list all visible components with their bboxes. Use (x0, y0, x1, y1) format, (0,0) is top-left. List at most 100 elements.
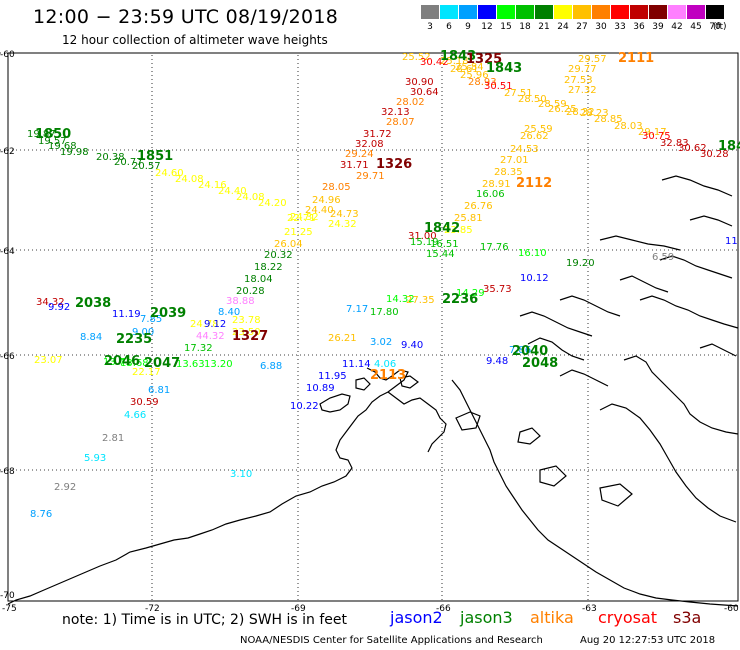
wave-height-value: 28.07 (386, 117, 415, 128)
wave-height-value: 22.17 (132, 367, 161, 378)
wave-height-value: 13.71 (103, 357, 132, 368)
pass-time-label: 2236 (442, 292, 479, 307)
wave-height-value: 17.76 (480, 242, 509, 253)
wave-height-value: 31.71 (340, 160, 369, 171)
legend-label: 36 (633, 22, 645, 32)
pass-time-label: 1325 (466, 52, 503, 67)
wave-height-value: 18.04 (244, 274, 273, 285)
coastline (7, 175, 739, 607)
wave-height-value: 32.08 (355, 139, 384, 150)
wave-height-value: 34.32 (36, 297, 65, 308)
wave-height-value: 26.76 (464, 201, 493, 212)
satellite-legend-item: jason3 (460, 608, 513, 627)
map-frame (7, 52, 739, 602)
wave-height-value: 27.35 (406, 295, 435, 306)
wave-height-value: 23.50 (232, 327, 261, 338)
longitude-label: -63 (582, 604, 597, 614)
wave-height-value: 30.64 (410, 87, 439, 98)
wave-height-value: 2.92 (54, 482, 77, 493)
wave-height-value: 15.19 (410, 237, 439, 248)
wave-height-value: 9.12 (204, 319, 227, 330)
latitude-label: -60 (0, 50, 15, 60)
pass-time-label: 2112 (516, 176, 553, 191)
wave-height-value: 29.57 (578, 54, 607, 65)
pass-time-label: 2046 (104, 354, 141, 369)
legend-label: 12 (481, 22, 493, 32)
wave-height-value: 28.35 (494, 167, 523, 178)
wave-height-value: 25.18 (440, 56, 469, 67)
wave-height-value: 29.77 (568, 64, 597, 75)
wave-height-value: 10.12 (520, 273, 549, 284)
legend-label: 21 (538, 22, 550, 32)
legend-swatch (535, 5, 553, 19)
wave-height-value: 15.44 (426, 249, 455, 260)
wave-height-value: 27.01 (500, 155, 529, 166)
page-title: 12:00 − 23:59 UTC 08/19/2018 (33, 6, 339, 28)
wave-height-value: 8.84 (80, 332, 103, 343)
wave-height-value: 23.78 (232, 315, 261, 326)
pass-time-label: 1842 (424, 221, 461, 236)
wave-height-value: 19.57 (38, 136, 67, 147)
wave-height-value: 7.86 (509, 345, 532, 356)
wave-height-value: 24.53 (510, 144, 539, 155)
wave-height-value: 11.95 (318, 371, 347, 382)
wave-height-value: 13.63 (176, 359, 205, 370)
wave-height-value: 24.60 (155, 168, 184, 179)
pass-time-label: 2111 (618, 51, 655, 66)
wave-height-value: 24.40 (218, 186, 247, 197)
pass-time-label: 2235 (116, 332, 153, 347)
wave-height-value: 28.61 (450, 64, 479, 75)
latitude-label: -64 (0, 247, 15, 257)
wave-height-value: 4.06 (374, 359, 397, 370)
wave-height-value: 28.91 (482, 179, 511, 190)
wave-height-value: 8.76 (30, 509, 53, 520)
legend-label: 27 (576, 22, 588, 32)
wave-height-value: 25.52 (402, 52, 431, 63)
wave-height-value: 30.62 (678, 143, 707, 154)
wave-height-value: 9.00 (132, 327, 155, 338)
wave-height-value: 26.62 (520, 131, 549, 142)
satellite-legend-item: altika (530, 608, 574, 627)
legend-swatch (668, 5, 686, 19)
legend-swatch (706, 5, 724, 19)
wave-height-value: 24.73 (330, 209, 359, 220)
wave-height-value: 10.89 (306, 383, 335, 394)
wave-height-value: 24.08 (236, 192, 265, 203)
legend-label: 6 (446, 22, 452, 32)
longitude-label: -60 (724, 604, 739, 614)
wave-height-value: 11.14 (342, 359, 371, 370)
wave-height-value: 10.22 (290, 401, 319, 412)
wave-height-value: 23.07 (34, 355, 63, 366)
pass-time-label: 1326 (376, 157, 413, 172)
wave-height-value: 25.59 (524, 124, 553, 135)
wave-height-value: 7.85 (140, 314, 163, 325)
wave-height-value: 23.85 (444, 225, 473, 236)
pass-time-label: 2113 (370, 368, 407, 383)
wave-height-value: 25.81 (454, 213, 483, 224)
wave-height-value: 31.72 (363, 129, 392, 140)
legend-swatch (421, 5, 439, 19)
wave-height-value: 26.04 (274, 239, 303, 250)
wave-height-value: 32.83 (660, 138, 689, 149)
wave-height-value: 19.87 (27, 129, 56, 140)
latitude-label: -70 (0, 591, 15, 601)
wave-height-value: 28.03 (614, 121, 643, 132)
pass-time-label: 2038 (75, 296, 112, 311)
legend-swatch (611, 5, 629, 19)
wave-height-value: 16.51 (430, 239, 459, 250)
wave-height-value: 28.93 (468, 77, 497, 88)
wave-height-value: 29.17 (638, 127, 667, 138)
wave-height-value: 13.68 (120, 358, 149, 369)
legend-swatch (687, 5, 705, 19)
wave-height-value: 24.96 (312, 195, 341, 206)
pass-time-label: 1851 (137, 149, 174, 164)
wave-height-value: 24.20 (258, 198, 287, 209)
legend-label: 70 (709, 22, 721, 32)
wave-height-value: 17.32 (184, 343, 213, 354)
wave-height-value: 30.28 (700, 149, 729, 160)
legend-swatch (440, 5, 458, 19)
longitude-label: -75 (2, 604, 17, 614)
legend-label: 15 (500, 22, 512, 32)
wave-height-value: 9.48 (486, 356, 509, 367)
